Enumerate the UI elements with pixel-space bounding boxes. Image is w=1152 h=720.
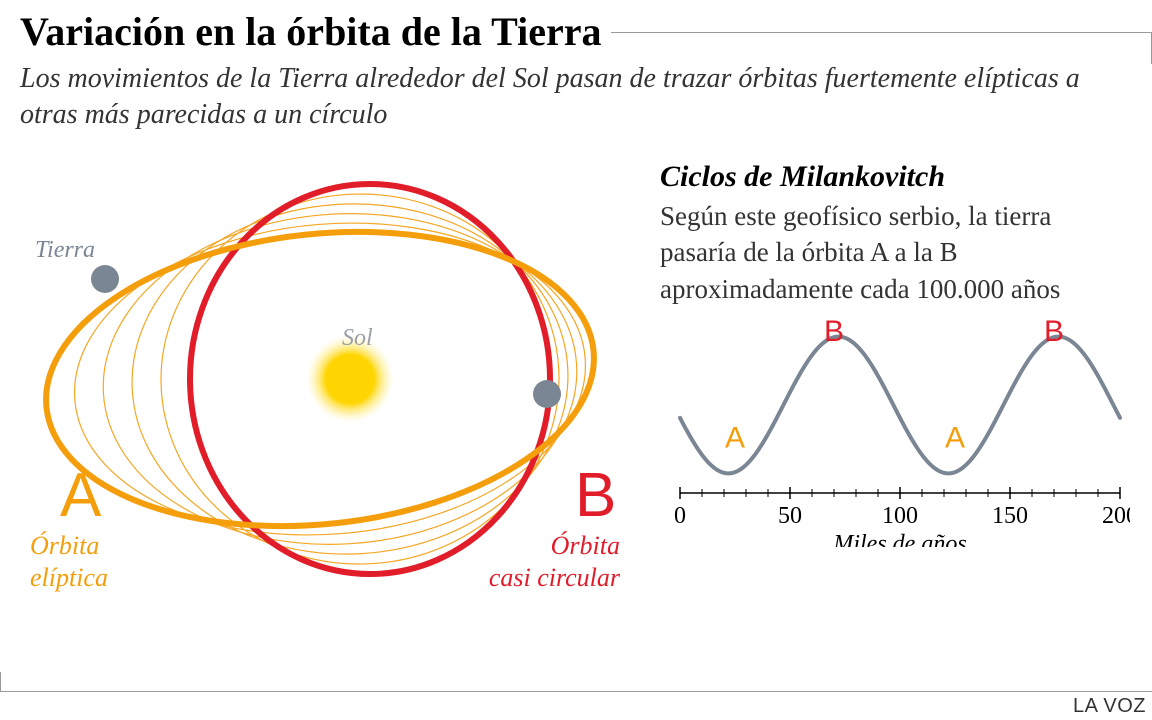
svg-text:Miles de años: Miles de años (832, 531, 966, 547)
svg-text:0: 0 (674, 503, 686, 529)
cycle-panel: Ciclos de Milankovitch Según este geofís… (640, 154, 1132, 624)
footer-rule (0, 691, 1152, 692)
svg-text:B: B (1044, 317, 1064, 348)
svg-text:50: 50 (778, 503, 802, 529)
svg-text:Órbita: Órbita (551, 531, 620, 560)
orbit-diagram: SolTierraABÓrbitaelípticaÓrbitacasi circ… (20, 154, 630, 624)
cycle-body: Según este geofísico serbio, la tierra p… (660, 198, 1132, 307)
svg-text:A: A (725, 422, 745, 455)
orbit-diagram-panel: SolTierraABÓrbitaelípticaÓrbitacasi circ… (20, 154, 640, 624)
svg-text:casi circular: casi circular (489, 563, 621, 592)
page-subtitle: Los movimientos de la Tierra alrededor d… (20, 61, 1100, 134)
svg-text:B: B (824, 317, 844, 348)
svg-text:A: A (945, 422, 965, 455)
svg-text:100: 100 (882, 503, 918, 529)
svg-text:A: A (60, 461, 102, 530)
source-credit: LA VOZ (1073, 695, 1146, 718)
cycle-chart: 0 50 100 150 200 Miles de años A B A B (660, 317, 1130, 547)
svg-text:Órbita: Órbita (30, 531, 99, 560)
svg-text:150: 150 (992, 503, 1028, 529)
svg-text:Sol: Sol (342, 325, 373, 351)
footer-rule-corner (0, 672, 1, 692)
svg-text:Tierra: Tierra (35, 237, 95, 263)
content-row: SolTierraABÓrbitaelípticaÓrbitacasi circ… (20, 154, 1132, 624)
svg-text:elíptica: elíptica (30, 563, 108, 592)
cycle-title: Ciclos de Milankovitch (660, 160, 1132, 194)
svg-text:B: B (575, 461, 616, 530)
svg-text:200: 200 (1102, 503, 1130, 529)
page-title: Variación en la órbita de la Tierra (20, 8, 611, 55)
infographic-container: Variación en la órbita de la Tierra Los … (0, 0, 1152, 720)
